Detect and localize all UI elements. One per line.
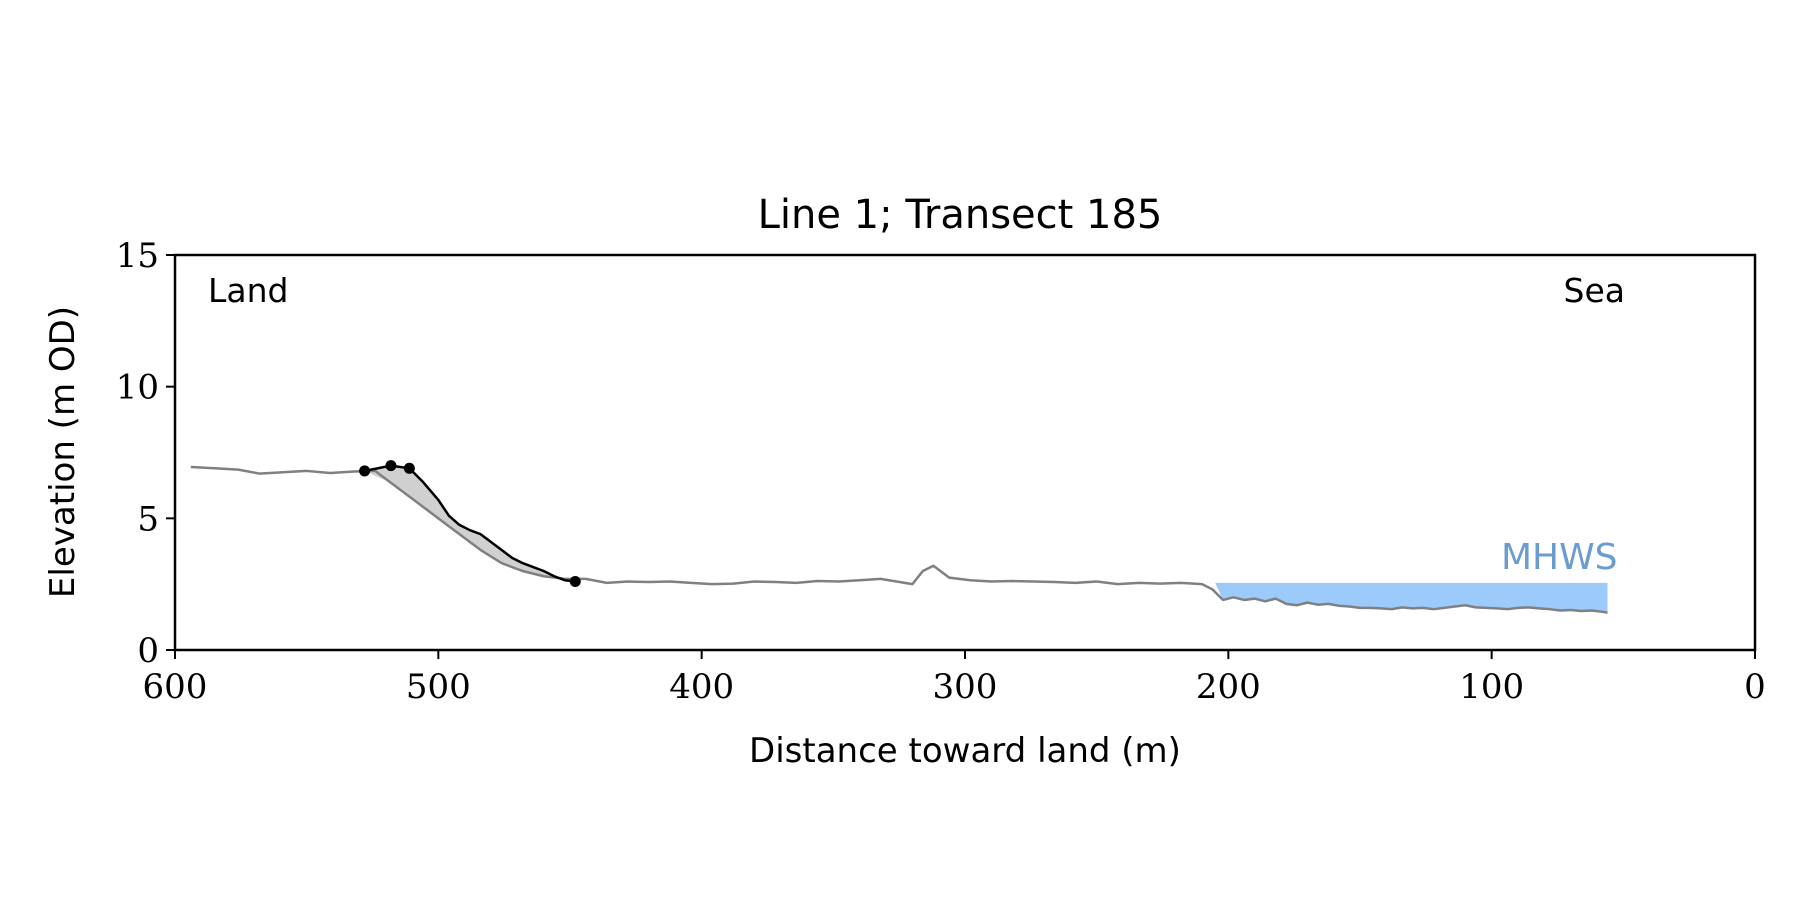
x-tick-label-600: 600 <box>143 667 208 707</box>
x-axis: 600 500 400 300 200 100 0 <box>143 650 1766 707</box>
y-axis-label: Elevation (m OD) <box>43 306 83 598</box>
cliff-marker-3 <box>569 576 581 588</box>
eroded-area <box>364 465 576 582</box>
land-label: Land <box>208 271 288 310</box>
cliff-marker-1 <box>385 460 397 472</box>
y-axis: 0 5 10 15 <box>116 236 175 671</box>
x-axis-label: Distance toward land (m) <box>749 731 1181 771</box>
cliff-marker-2 <box>403 462 415 474</box>
x-tick-label-200: 200 <box>1196 667 1261 707</box>
y-tick-label-5: 5 <box>137 499 159 539</box>
x-tick-label-300: 300 <box>933 667 998 707</box>
sea-label: Sea <box>1564 271 1625 310</box>
mhws-fill <box>1215 582 1608 613</box>
x-tick-label-400: 400 <box>669 667 734 707</box>
chart-title: Line 1; Transect 185 <box>758 192 1163 238</box>
x-tick-label-0: 0 <box>1744 667 1766 707</box>
y-tick-label-15: 15 <box>116 236 159 276</box>
plot-area: MHWS <box>190 460 1618 614</box>
profile-line <box>190 465 1608 614</box>
mhws-label: MHWS <box>1501 537 1618 578</box>
y-tick-label-0: 0 <box>137 631 159 671</box>
x-tick-label-500: 500 <box>406 667 471 707</box>
cliff-line <box>364 464 576 583</box>
y-tick-label-10: 10 <box>116 368 159 408</box>
cliff-marker-0 <box>359 465 371 477</box>
x-tick-label-100: 100 <box>1459 667 1524 707</box>
